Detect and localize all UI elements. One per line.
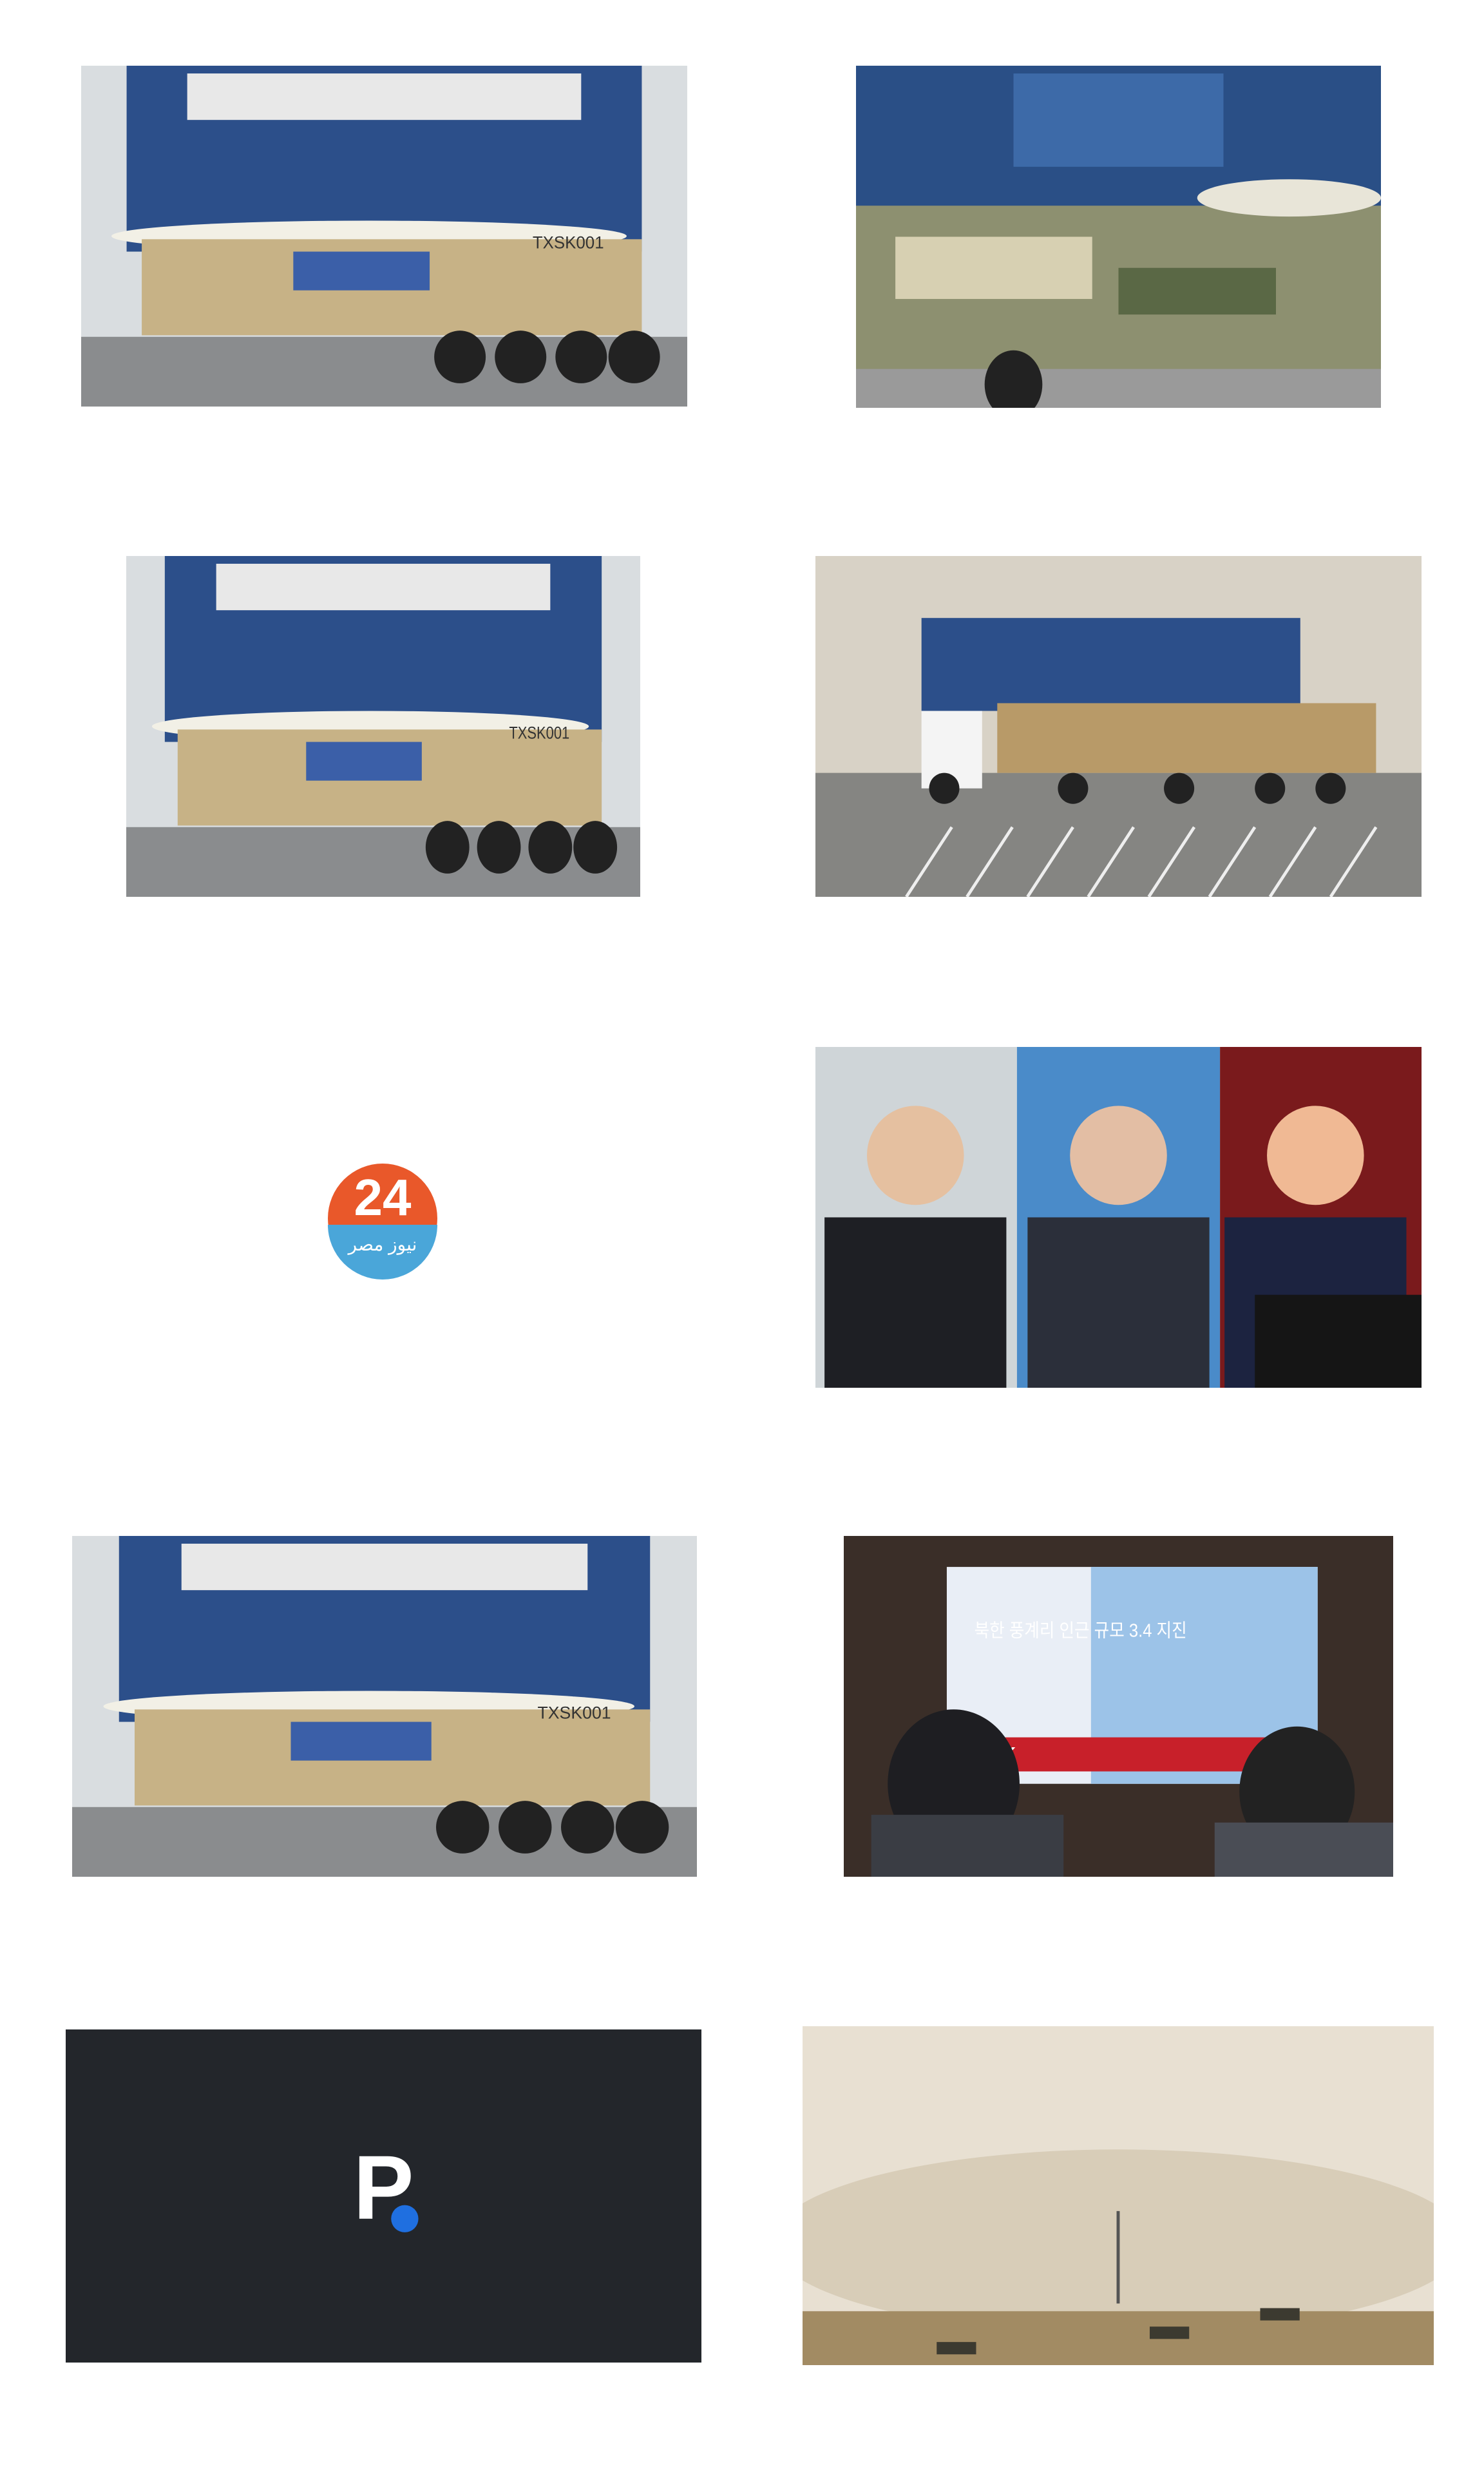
- shape: [1118, 267, 1276, 315]
- image: 북한 풍계리 인근 규모 3.4 지진NHK: [844, 1536, 1393, 1877]
- shape: [1255, 1294, 1422, 1388]
- plate-text: TXSK001: [509, 724, 569, 743]
- shape: [1058, 772, 1089, 804]
- road-line: [1268, 826, 1317, 897]
- shape: [921, 618, 1300, 711]
- shape: [615, 1801, 669, 1854]
- road-line: [1147, 826, 1196, 897]
- shape: [561, 1801, 614, 1854]
- shape: [181, 1544, 588, 1591]
- shape: [1150, 2326, 1190, 2339]
- image-tile[interactable]: [803, 2026, 1434, 2365]
- logo-lower: [328, 1225, 437, 1280]
- shape: [425, 821, 470, 874]
- image-tile[interactable]: 북한 풍계리 인근 규모 3.4 지진NHK: [844, 1536, 1393, 1877]
- image-tile[interactable]: [856, 66, 1381, 408]
- shape: [1260, 2308, 1300, 2321]
- shape: [293, 251, 430, 291]
- shape: [1027, 1217, 1210, 1388]
- plate-text: TXSK001: [538, 1703, 611, 1723]
- shape: [866, 1106, 964, 1205]
- road-line: [1329, 826, 1378, 897]
- shape: [984, 350, 1043, 408]
- shape: [290, 1721, 432, 1761]
- shape: [1164, 772, 1195, 804]
- image-tile[interactable]: [815, 556, 1422, 897]
- shape: [1255, 772, 1286, 804]
- shape: [573, 821, 618, 874]
- shape: [495, 331, 547, 383]
- shape: [555, 331, 607, 383]
- road-line: [1087, 826, 1135, 897]
- shape: [608, 331, 660, 383]
- shape: [216, 564, 551, 611]
- missile: [1197, 179, 1381, 217]
- image-tile[interactable]: TXSK001: [126, 556, 640, 897]
- image: [815, 1047, 1422, 1388]
- shape: [1013, 73, 1224, 167]
- shape: [856, 369, 1381, 408]
- shape: [803, 2311, 1434, 2365]
- image-tile[interactable]: [815, 1047, 1422, 1388]
- road-line: [905, 826, 953, 897]
- tv-headline: 북한 풍계리 인근 규모 3.4 지진: [975, 1620, 1187, 1641]
- image-tile[interactable]: TXSK001: [81, 66, 687, 407]
- shape: [824, 1217, 1007, 1388]
- shape: [1070, 1106, 1167, 1205]
- image: TXSK001: [126, 556, 640, 897]
- shape: [499, 1801, 552, 1854]
- image-tile[interactable]: TXSK001: [72, 1536, 697, 1877]
- image-tile[interactable]: P: [66, 2029, 701, 2363]
- road-line: [966, 826, 1014, 897]
- shape: [1267, 1106, 1364, 1205]
- image: [803, 2026, 1434, 2365]
- shape: [434, 331, 486, 383]
- shape: [528, 821, 573, 874]
- image: TXSK001: [72, 1536, 697, 1877]
- plate-text: TXSK001: [533, 233, 604, 252]
- shape: [477, 821, 521, 874]
- image-tile[interactable]: 24 نيوز مصر: [318, 1154, 447, 1283]
- shape: [871, 1814, 1064, 1877]
- shape: [306, 742, 422, 781]
- image: TXSK001: [81, 66, 687, 407]
- shape: [997, 703, 1376, 773]
- shape: [937, 2342, 976, 2355]
- road-line: [1026, 826, 1074, 897]
- shape: [187, 73, 582, 120]
- image: 24 نيوز مصر: [328, 1164, 437, 1280]
- shape: [895, 236, 1092, 300]
- logo-caption: نيوز مصر: [347, 1234, 417, 1255]
- logo-number: 24: [354, 1169, 412, 1226]
- image: [856, 66, 1381, 408]
- road-line: [1208, 826, 1257, 897]
- shape: [1315, 772, 1346, 804]
- logo-dot: [391, 2205, 419, 2232]
- shape: [929, 772, 960, 804]
- shape: [1214, 1822, 1393, 1877]
- image: P: [353, 2136, 419, 2238]
- image: [815, 556, 1422, 897]
- shape: [436, 1801, 490, 1854]
